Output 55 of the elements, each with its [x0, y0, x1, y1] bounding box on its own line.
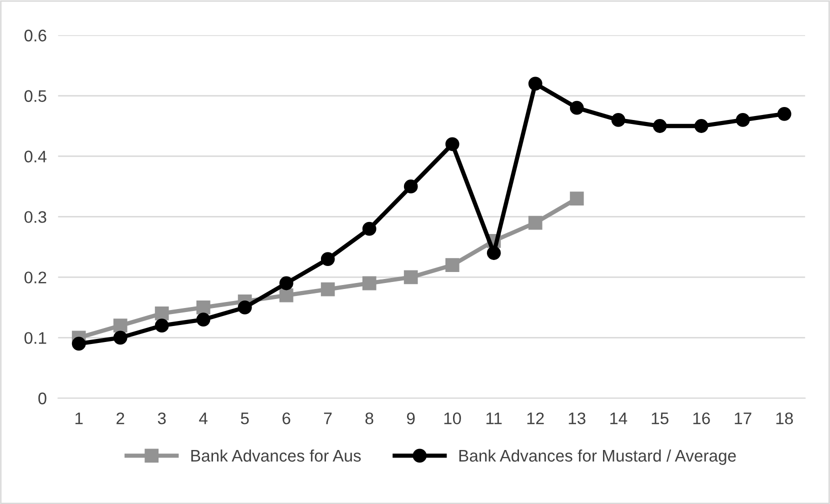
point [404, 180, 418, 194]
x-tick-label: 15 [652, 412, 668, 424]
point [72, 336, 86, 351]
x-tick-label: 2 [116, 412, 124, 424]
x-tick-label: 11 [486, 412, 502, 424]
legend-label: Bank Advances for Aus [191, 449, 361, 462]
point [320, 282, 335, 296]
y-tick-label: 0.4 [24, 150, 47, 162]
point [279, 276, 294, 290]
x-tick-label: 18 [776, 412, 793, 424]
x-tick-label: 17 [734, 412, 752, 424]
point [445, 137, 460, 152]
point [238, 300, 252, 314]
point [154, 306, 169, 320]
y-tick-label: 0.2 [24, 272, 46, 284]
point [362, 222, 376, 236]
y-tick-label: 0.3 [24, 211, 46, 223]
point [154, 318, 169, 333]
y-tick-label: 0.6 [24, 30, 46, 42]
point [611, 113, 626, 127]
point [528, 76, 542, 91]
point [736, 113, 750, 127]
legend-label: Bank Advances for Mustard / Average [459, 449, 736, 465]
point [404, 270, 418, 284]
x-tick-label: 5 [240, 412, 249, 424]
y-tick-label: 0 [38, 392, 46, 404]
x-tick-label: 14 [610, 412, 628, 424]
point [320, 252, 335, 266]
point [652, 119, 667, 133]
y-tick-label: 0.1 [24, 332, 46, 344]
point [279, 288, 294, 302]
y-tick-label: 0.5 [24, 90, 46, 102]
point [362, 276, 376, 290]
point [570, 192, 584, 206]
point [113, 318, 128, 333]
x-tick-label: 3 [158, 412, 166, 424]
point [486, 246, 501, 260]
x-tick-label: 6 [282, 412, 290, 424]
x-tick-label: 1 [75, 412, 83, 424]
x-tick-label: 10 [444, 412, 461, 424]
point [196, 300, 210, 314]
x-tick-label: 12 [527, 412, 544, 424]
point [113, 330, 128, 345]
x-tick-label: 9 [406, 412, 415, 424]
point [694, 119, 708, 133]
point [445, 258, 460, 272]
x-tick-label: 4 [199, 412, 208, 424]
x-tick-label: 16 [693, 412, 710, 424]
point [570, 100, 584, 115]
point [528, 216, 542, 230]
x-tick-label: 13 [568, 412, 586, 424]
point [196, 312, 210, 326]
x-tick-label: 7 [324, 412, 332, 424]
x-tick-label: 8 [365, 412, 374, 424]
point [777, 106, 792, 121]
